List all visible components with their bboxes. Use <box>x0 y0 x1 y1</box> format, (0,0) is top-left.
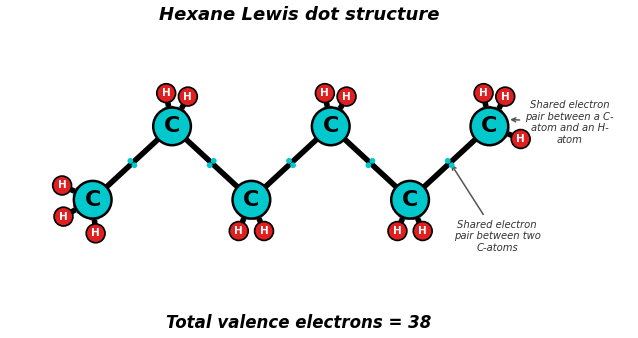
Text: H: H <box>260 226 269 236</box>
Text: C: C <box>164 116 180 136</box>
Text: Total valence electrons = 38: Total valence electrons = 38 <box>167 314 432 332</box>
Circle shape <box>445 159 450 163</box>
Circle shape <box>175 107 180 112</box>
Circle shape <box>334 107 339 112</box>
Circle shape <box>212 159 216 163</box>
Text: H: H <box>162 88 170 98</box>
Circle shape <box>73 193 78 197</box>
Circle shape <box>86 224 105 243</box>
Circle shape <box>391 181 429 219</box>
Circle shape <box>77 209 81 213</box>
Text: C: C <box>84 190 101 210</box>
Circle shape <box>399 213 403 217</box>
Circle shape <box>89 215 93 220</box>
Circle shape <box>404 215 408 219</box>
Circle shape <box>498 110 503 115</box>
Circle shape <box>170 106 174 111</box>
Circle shape <box>255 222 274 240</box>
Circle shape <box>232 181 271 219</box>
Circle shape <box>329 106 333 111</box>
Circle shape <box>417 213 422 217</box>
Circle shape <box>53 176 71 195</box>
Text: H: H <box>58 180 66 191</box>
Circle shape <box>229 222 248 240</box>
Text: H: H <box>184 92 192 102</box>
Circle shape <box>315 84 334 102</box>
Text: Shared electron
pair between two
C-atoms: Shared electron pair between two C-atoms <box>452 166 540 253</box>
Circle shape <box>54 207 73 226</box>
Circle shape <box>128 159 133 163</box>
Circle shape <box>471 107 508 145</box>
Text: H: H <box>419 226 427 236</box>
Circle shape <box>487 106 491 111</box>
Circle shape <box>287 159 291 163</box>
Circle shape <box>339 110 344 115</box>
Circle shape <box>337 87 356 106</box>
Text: H: H <box>234 226 243 236</box>
Text: C: C <box>481 116 498 136</box>
Text: Shared electron
pair between a C-
atom and an H-
atom: Shared electron pair between a C- atom a… <box>512 100 614 145</box>
Text: H: H <box>501 92 510 102</box>
Circle shape <box>312 107 350 145</box>
Circle shape <box>153 107 191 145</box>
Circle shape <box>388 222 407 240</box>
Circle shape <box>511 129 530 148</box>
Circle shape <box>502 134 507 138</box>
Circle shape <box>74 181 112 219</box>
Circle shape <box>493 107 497 112</box>
Circle shape <box>496 87 515 106</box>
Text: H: H <box>516 134 525 144</box>
Text: C: C <box>243 190 260 210</box>
Circle shape <box>412 215 416 219</box>
Text: Hexane Lewis dot structure: Hexane Lewis dot structure <box>159 6 439 24</box>
Circle shape <box>246 215 249 219</box>
Circle shape <box>157 84 175 102</box>
Text: H: H <box>342 92 351 102</box>
Circle shape <box>505 128 509 132</box>
Circle shape <box>95 215 100 219</box>
Circle shape <box>207 163 212 167</box>
Circle shape <box>74 204 78 208</box>
Circle shape <box>366 163 371 167</box>
Circle shape <box>258 213 263 217</box>
Circle shape <box>474 84 493 102</box>
Text: H: H <box>320 88 329 98</box>
Text: C: C <box>402 190 419 210</box>
Circle shape <box>179 87 197 106</box>
Text: H: H <box>479 88 488 98</box>
Circle shape <box>76 188 80 192</box>
Circle shape <box>291 163 295 167</box>
Circle shape <box>413 222 432 240</box>
Circle shape <box>132 163 137 167</box>
Text: H: H <box>393 226 402 236</box>
Circle shape <box>481 107 486 112</box>
Circle shape <box>240 213 244 217</box>
Text: H: H <box>59 212 68 222</box>
Circle shape <box>370 159 375 163</box>
Text: H: H <box>91 228 100 238</box>
Circle shape <box>181 110 185 115</box>
Circle shape <box>323 107 327 112</box>
Circle shape <box>253 215 257 219</box>
Circle shape <box>450 163 454 167</box>
Text: C: C <box>323 116 339 136</box>
Circle shape <box>164 107 168 112</box>
